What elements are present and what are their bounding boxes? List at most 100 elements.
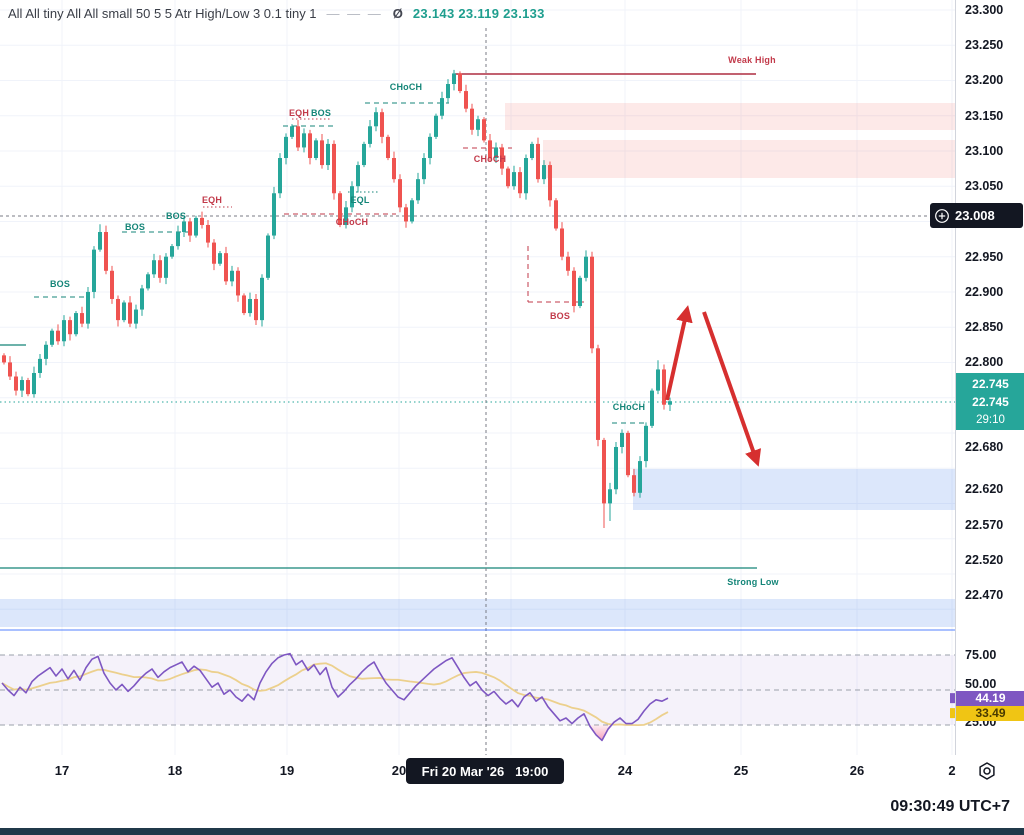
candle — [266, 235, 270, 278]
candle — [14, 376, 18, 391]
candle — [590, 256, 594, 349]
candle — [440, 98, 444, 116]
candle — [212, 242, 216, 264]
candle — [296, 126, 300, 148]
last-price-label: 22.745 22.745 29:10 — [956, 373, 1024, 430]
candle — [644, 425, 648, 462]
plus-circle-icon[interactable] — [934, 208, 950, 224]
candle — [392, 158, 396, 180]
candle — [32, 372, 36, 395]
candle — [140, 288, 144, 310]
candle — [470, 108, 474, 130]
candle — [608, 489, 612, 504]
chart-settings-button[interactable] — [975, 759, 999, 783]
candle — [404, 207, 408, 222]
candle — [542, 165, 546, 180]
candle — [650, 390, 654, 426]
annotation-choch: CHoCH — [389, 82, 423, 92]
candle — [638, 461, 642, 493]
candle — [200, 217, 204, 225]
candle — [302, 133, 306, 148]
candle — [86, 291, 90, 324]
price-tick: 23.200 — [965, 73, 1004, 88]
candle — [116, 298, 120, 321]
annotation-strong-low: Strong Low — [727, 577, 779, 587]
price-tick: 22.620 — [965, 482, 1004, 497]
candle — [182, 221, 186, 233]
candle — [626, 432, 630, 476]
candle — [386, 136, 390, 159]
price-tick: 22.850 — [965, 320, 1004, 335]
time-tick: 2 — [948, 763, 956, 778]
candle — [524, 158, 528, 194]
hide-indicator-icon[interactable]: Ø — [392, 6, 403, 21]
time-tick: 17 — [54, 763, 70, 778]
candle — [110, 270, 114, 299]
candle — [20, 380, 24, 391]
candle — [56, 330, 60, 342]
candle — [224, 253, 228, 282]
candle — [662, 369, 666, 405]
chart-canvas[interactable] — [0, 0, 955, 755]
candle — [554, 200, 558, 229]
rsi-line — [1, 652, 669, 742]
candle — [446, 84, 450, 99]
indicator-title: All All tiny All All small 50 5 5 Atr Hi… — [8, 6, 317, 21]
price-axis[interactable]: 23.300 23.250 23.200 23.150 23.100 23.050 22.9… — [930, 0, 1024, 787]
candle — [320, 140, 324, 166]
price-tick: 22.950 — [965, 249, 1004, 264]
time-tick: 26 — [849, 763, 865, 778]
annotation-bos: BOS — [165, 211, 187, 221]
candle — [506, 168, 510, 187]
candle — [158, 260, 162, 278]
candle — [578, 277, 582, 307]
price-tick: 23.300 — [965, 3, 1004, 17]
candle — [50, 330, 54, 345]
chart-area[interactable]: BOS BOS BOS EQH EQH BOS EQL CHoCH CHoCH CHoCH BOS C… — [0, 0, 955, 755]
candle — [602, 439, 606, 504]
candle — [80, 313, 84, 324]
annotation-choch: CHoCH — [473, 154, 507, 164]
candle — [512, 172, 516, 187]
candle — [194, 217, 198, 236]
rsi-value-label: 44.19 — [956, 691, 1024, 706]
candle — [632, 475, 636, 493]
annotation-eqh: EQH — [201, 195, 223, 205]
annotation-bos: BOS — [549, 311, 571, 321]
price-tick: 22.900 — [965, 284, 1004, 299]
candle — [2, 355, 6, 363]
candle — [152, 260, 156, 275]
clock: 09:30:49 UTC+7 — [890, 798, 1010, 815]
candle — [68, 320, 72, 335]
candle — [584, 256, 588, 278]
candle — [560, 228, 564, 257]
candle — [206, 224, 210, 243]
candle — [170, 246, 174, 257]
candle — [494, 147, 498, 159]
pane-divider[interactable] — [0, 629, 955, 631]
projection-arrow-down — [702, 311, 762, 467]
bar-countdown: 29:10 — [976, 413, 1005, 426]
candle — [380, 112, 384, 137]
candle — [596, 348, 600, 440]
candle — [248, 298, 252, 314]
time-tick: 20 — [391, 763, 407, 778]
candle — [356, 165, 360, 187]
candle — [26, 380, 30, 395]
candle — [362, 143, 366, 166]
candle — [254, 298, 258, 321]
annotation-choch: CHoCH — [612, 402, 646, 412]
candle — [410, 200, 414, 222]
candle — [536, 143, 540, 180]
price-tick: 23.250 — [965, 38, 1004, 53]
candle — [332, 143, 336, 194]
gear-icon — [979, 762, 995, 780]
indicator-legend[interactable]: All All tiny All All small 50 5 5 Atr Hi… — [8, 6, 545, 21]
candle — [482, 119, 486, 141]
candle — [326, 143, 330, 166]
time-axis[interactable]: 17 18 19 20 24 25 26 2 Fri 20 Mar '26 19:00 — [0, 755, 1024, 788]
candle — [62, 320, 66, 342]
rsi-ma-value-label: 33.49 — [956, 706, 1024, 721]
candle — [134, 309, 138, 324]
